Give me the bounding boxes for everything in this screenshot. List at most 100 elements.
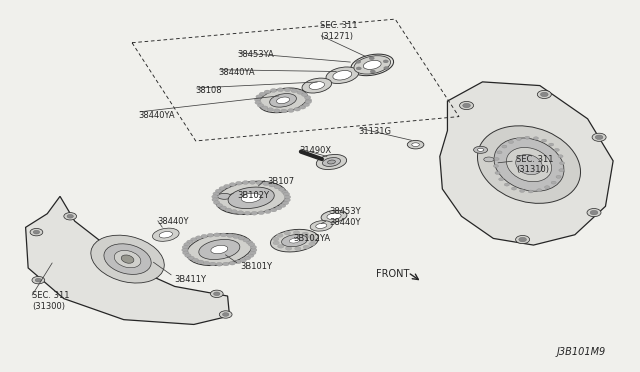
Circle shape	[540, 92, 548, 97]
Circle shape	[219, 187, 225, 190]
Circle shape	[284, 195, 291, 199]
Circle shape	[256, 95, 262, 99]
Circle shape	[383, 60, 388, 63]
Ellipse shape	[351, 54, 394, 76]
Circle shape	[263, 182, 269, 186]
Circle shape	[301, 93, 308, 96]
Circle shape	[282, 190, 288, 194]
Circle shape	[294, 108, 301, 111]
Ellipse shape	[121, 255, 134, 263]
Circle shape	[182, 246, 189, 249]
Circle shape	[188, 256, 195, 260]
Circle shape	[243, 181, 249, 185]
Circle shape	[538, 90, 551, 99]
Circle shape	[238, 236, 244, 240]
Ellipse shape	[91, 235, 164, 283]
Circle shape	[251, 211, 257, 215]
Ellipse shape	[152, 228, 179, 241]
Ellipse shape	[241, 193, 261, 202]
Circle shape	[233, 235, 239, 238]
Circle shape	[504, 183, 509, 186]
Circle shape	[237, 211, 244, 215]
Circle shape	[258, 211, 264, 215]
Circle shape	[30, 228, 43, 236]
Circle shape	[236, 182, 242, 185]
Circle shape	[250, 251, 256, 255]
Circle shape	[308, 235, 315, 239]
Circle shape	[269, 183, 275, 187]
Circle shape	[248, 243, 255, 246]
Ellipse shape	[302, 78, 332, 93]
Circle shape	[495, 171, 500, 174]
Ellipse shape	[354, 56, 390, 74]
Circle shape	[220, 233, 227, 237]
Circle shape	[185, 254, 191, 257]
Circle shape	[277, 88, 284, 92]
Text: 38440Y: 38440Y	[330, 218, 361, 227]
Circle shape	[214, 233, 220, 237]
Circle shape	[191, 238, 197, 241]
Circle shape	[559, 162, 564, 165]
Circle shape	[192, 258, 198, 262]
Circle shape	[541, 139, 547, 142]
Circle shape	[595, 135, 603, 140]
Circle shape	[516, 138, 522, 140]
Circle shape	[282, 201, 289, 205]
Circle shape	[259, 92, 266, 96]
Circle shape	[274, 109, 280, 113]
Circle shape	[537, 189, 542, 192]
Circle shape	[291, 89, 298, 93]
Circle shape	[590, 211, 598, 215]
Circle shape	[246, 241, 253, 244]
Circle shape	[294, 247, 301, 250]
Text: 31131G: 31131G	[358, 127, 391, 136]
Circle shape	[255, 101, 261, 105]
Circle shape	[554, 148, 559, 151]
Circle shape	[64, 212, 77, 220]
Text: 38453Y: 38453Y	[330, 207, 361, 217]
Circle shape	[592, 133, 606, 141]
Circle shape	[519, 237, 527, 242]
Circle shape	[209, 262, 216, 266]
Circle shape	[297, 90, 303, 94]
Ellipse shape	[484, 157, 494, 162]
Circle shape	[249, 180, 255, 184]
Circle shape	[220, 311, 232, 318]
Circle shape	[278, 187, 285, 191]
Circle shape	[384, 67, 389, 70]
Ellipse shape	[412, 143, 419, 147]
Text: 38108: 38108	[196, 86, 222, 95]
Ellipse shape	[310, 221, 332, 231]
Ellipse shape	[271, 230, 319, 252]
Circle shape	[284, 231, 291, 235]
Circle shape	[276, 234, 283, 237]
Circle shape	[356, 60, 361, 63]
Ellipse shape	[316, 223, 327, 228]
Circle shape	[257, 103, 264, 107]
Ellipse shape	[326, 67, 358, 83]
Circle shape	[256, 181, 262, 185]
Circle shape	[224, 185, 230, 188]
Circle shape	[284, 88, 291, 92]
Circle shape	[248, 254, 254, 257]
Ellipse shape	[328, 160, 335, 164]
Circle shape	[184, 243, 190, 246]
Circle shape	[250, 246, 257, 249]
Ellipse shape	[477, 126, 580, 203]
Circle shape	[235, 260, 241, 264]
Circle shape	[281, 109, 287, 113]
Circle shape	[197, 260, 204, 264]
Text: 38440Y: 38440Y	[157, 217, 189, 225]
Circle shape	[288, 109, 294, 112]
Ellipse shape	[506, 147, 552, 182]
Circle shape	[264, 90, 271, 94]
Circle shape	[229, 183, 236, 186]
Circle shape	[559, 169, 564, 171]
Ellipse shape	[516, 154, 542, 175]
Circle shape	[285, 247, 292, 250]
Circle shape	[273, 237, 279, 241]
Circle shape	[273, 241, 279, 245]
Circle shape	[463, 103, 470, 108]
Text: 31490X: 31490X	[300, 147, 332, 155]
Circle shape	[35, 278, 42, 282]
